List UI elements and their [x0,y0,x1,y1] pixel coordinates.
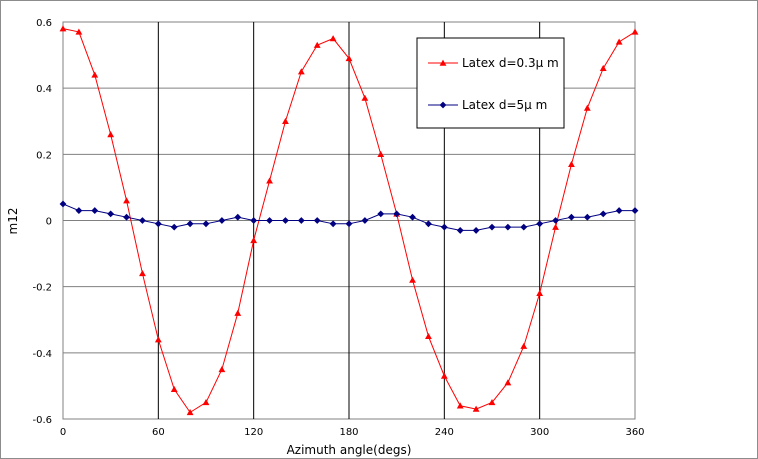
legend: Latex d=0.3μ m Latex d=5μ m [417,38,564,128]
y-tick-label: 0.2 [36,150,52,161]
y-tick-label: 0 [46,217,52,228]
legend-label: Latex d=0.3μ m [462,56,559,70]
x-tick-label: 180 [339,427,358,438]
y-axis-label: m12 [6,208,20,235]
y-tick-label: -0.2 [32,283,52,294]
y-tick-label: 0.6 [36,18,52,29]
x-tick-label: 300 [530,427,549,438]
y-tick-label: -0.4 [32,349,52,360]
x-tick-label: 120 [244,427,263,438]
x-tick-label: 60 [152,427,165,438]
legend-label: Latex d=5μ m [462,98,547,112]
x-tick-label: 360 [625,427,644,438]
y-tick-label: 0.4 [36,84,52,95]
y-tick-label: -0.6 [32,415,52,426]
x-tick-label: 0 [60,427,66,438]
legend-box [417,38,564,128]
x-axis-label: Azimuth angle(degs) [287,443,412,457]
x-tick-label: 240 [435,427,454,438]
